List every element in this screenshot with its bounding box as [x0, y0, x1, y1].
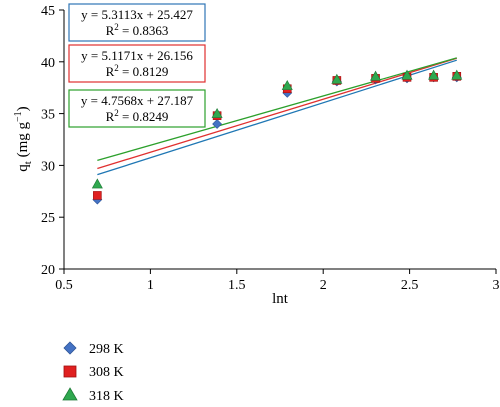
- data-point-0: [212, 119, 223, 129]
- legend-item-298: 298 K: [63, 341, 124, 357]
- legend-marker-318: [62, 387, 78, 401]
- y-ticks: 20 25 30 35 40 45: [41, 4, 64, 278]
- equation-box-298: y = 5.3113x + 25.427 R2 = 0.8363: [68, 3, 206, 42]
- fit-lines: [97, 57, 457, 176]
- legend: 298 K 308 K 318 K: [62, 341, 124, 404]
- r-squared-318: R2 = 0.8249: [106, 108, 169, 124]
- x-ticks: 0.5 1 1.5 2 2.5 3: [55, 269, 500, 293]
- x-tick-label: 3: [493, 278, 500, 293]
- data-point-2: [401, 69, 413, 80]
- equation-318: y = 4.7568x + 27.187: [81, 93, 194, 108]
- equation-298: y = 5.3113x + 25.427: [81, 7, 193, 22]
- y-axis-title: qt (mg g−1): [13, 106, 34, 171]
- data-points: [91, 69, 463, 205]
- r-squared-298: R2 = 0.8363: [106, 22, 169, 38]
- data-point-2: [451, 69, 463, 80]
- x-tick-label: 1: [147, 278, 154, 293]
- x-tick-label: 0.5: [55, 278, 73, 293]
- y-tick-label: 35: [41, 108, 55, 123]
- legend-label-318: 318 K: [89, 389, 124, 404]
- data-point-2: [211, 107, 223, 118]
- x-tick-label: 2: [320, 278, 327, 293]
- y-tick-label: 30: [41, 159, 55, 174]
- data-point-2: [281, 80, 293, 90]
- y-tick-label: 40: [41, 56, 55, 71]
- legend-item-308: 308 K: [63, 365, 124, 380]
- plot-area: 0.5 1 1.5 2 2.5 3 20 25 30 35 40 45: [41, 4, 500, 293]
- equation-308: y = 5.1171x + 26.156: [81, 48, 193, 63]
- fit-line-0: [97, 59, 457, 176]
- data-point-2: [428, 69, 440, 80]
- fit-line-2: [97, 57, 457, 162]
- x-tick-label: 2.5: [401, 278, 419, 293]
- data-point-1: [93, 191, 102, 200]
- x-axis-title: lnt: [272, 291, 289, 307]
- legend-marker-308: [63, 365, 77, 378]
- legend-label-308: 308 K: [89, 365, 124, 380]
- data-point-2: [370, 70, 382, 81]
- legend-marker-298: [63, 341, 77, 355]
- x-tick-label: 1.5: [228, 278, 246, 293]
- legend-item-318: 318 K: [62, 387, 124, 404]
- equation-box-308: y = 5.1171x + 26.156 R2 = 0.8129: [68, 44, 206, 83]
- r-squared-308: R2 = 0.8129: [106, 63, 169, 79]
- y-tick-label: 45: [41, 4, 55, 19]
- equation-box-318: y = 4.7568x + 27.187 R2 = 0.8249: [68, 89, 206, 128]
- y-tick-label: 20: [41, 263, 55, 278]
- fit-line-1: [97, 57, 457, 170]
- legend-label-298: 298 K: [89, 342, 124, 357]
- data-point-2: [91, 178, 103, 189]
- y-tick-label: 25: [41, 211, 55, 226]
- data-point-2: [331, 73, 343, 84]
